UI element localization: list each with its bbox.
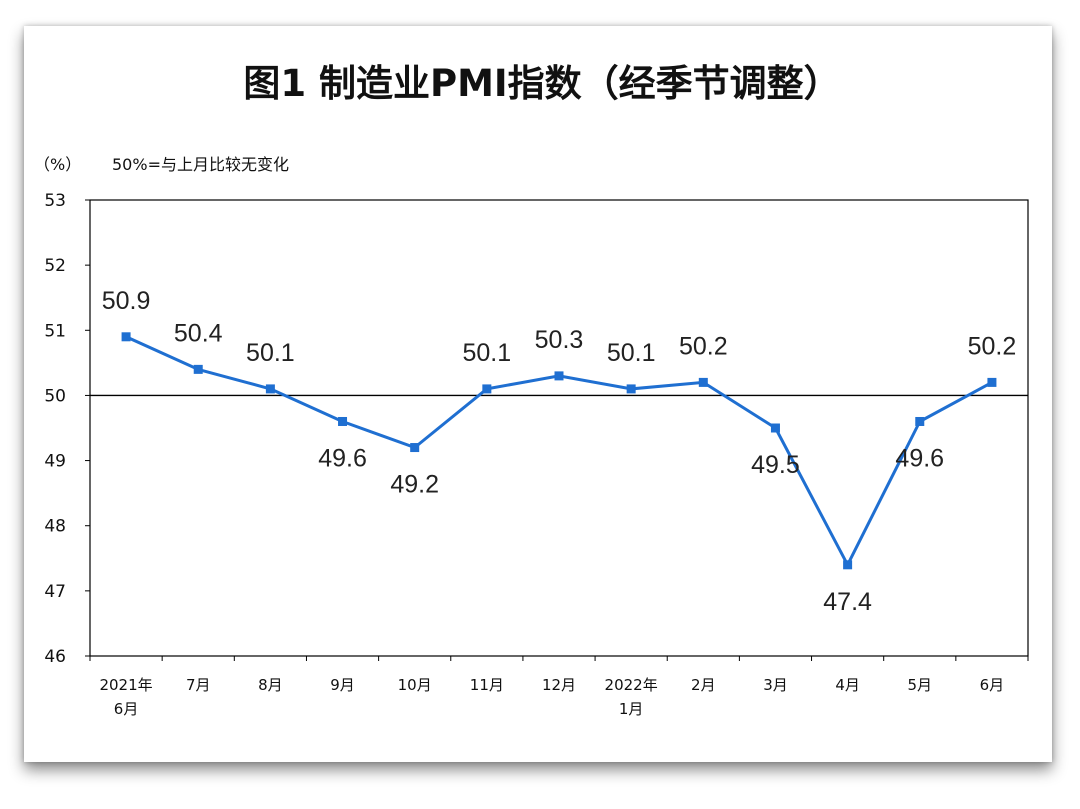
x-tick-label: 3月 [763, 676, 788, 694]
y-tick-label: 48 [44, 517, 66, 537]
pmi-line-chart: 图1 制造业PMI指数（经季节调整） （%） 50%=与上月比较无变化 46 47… [34, 62, 1029, 718]
x-tick-label: 2022年 [605, 676, 658, 694]
data-label: 49.5 [751, 451, 800, 479]
y-tick-label: 47 [44, 582, 66, 602]
data-point-marker [770, 423, 780, 433]
y-tick-label: 51 [44, 321, 66, 341]
data-point-marker [265, 384, 275, 394]
y-unit-label: （%） [34, 155, 81, 174]
x-tick-label: 5月 [907, 676, 932, 694]
x-tick-label: 8月 [258, 676, 283, 694]
y-tick-label: 52 [44, 256, 66, 276]
data-point-marker [121, 332, 131, 342]
x-tick-label: 11月 [470, 676, 504, 694]
data-point-marker [338, 416, 348, 426]
data-point-marker [987, 377, 997, 387]
data-label: 50.4 [174, 319, 223, 347]
data-label: 47.4 [823, 588, 872, 616]
data-point-marker [698, 377, 708, 387]
y-tick-label: 53 [44, 191, 66, 211]
x-tick-label: 12月 [542, 676, 576, 694]
data-point-marker [554, 371, 564, 381]
x-tick-label: 6月 [980, 676, 1005, 694]
data-point-marker [410, 443, 420, 453]
data-markers [121, 332, 997, 570]
data-label: 50.3 [535, 326, 584, 354]
x-axis-ticks: 2021年 6月 7月 8月 9月 10月 11月 12月 2022年 1月 2月 3月 4月 5月 6月 [89, 656, 1029, 718]
data-label: 50.1 [463, 339, 512, 367]
data-point-marker [193, 364, 203, 374]
reference-note: 50%=与上月比较无变化 [112, 155, 289, 174]
x-tick-label: 2021年 [99, 676, 152, 694]
x-tick-label: 4月 [835, 676, 860, 694]
plot-area [89, 199, 1029, 657]
data-label: 50.2 [679, 332, 728, 360]
data-label: 50.1 [607, 339, 656, 367]
x-tick-label: 7月 [186, 676, 211, 694]
data-point-marker [626, 384, 636, 394]
data-label: 49.6 [318, 444, 367, 472]
data-label: 49.6 [895, 444, 944, 472]
chart-frame: 图1 制造业PMI指数（经季节调整） （%） 50%=与上月比较无变化 46 47… [24, 26, 1052, 762]
data-label: 50.9 [102, 287, 151, 315]
x-tick-label: 10月 [398, 676, 432, 694]
data-point-marker [482, 384, 492, 394]
x-tick-label: 1月 [619, 700, 644, 718]
pmi-series-line [125, 335, 993, 567]
x-tick-label: 2月 [691, 676, 716, 694]
data-label: 50.1 [246, 339, 295, 367]
x-tick-label: 9月 [330, 676, 355, 694]
y-tick-label: 49 [44, 452, 66, 472]
data-point-marker [915, 416, 925, 426]
data-point-marker [843, 560, 853, 570]
y-tick-label: 50 [44, 386, 66, 406]
chart-title: 图1 制造业PMI指数（经季节调整） [243, 62, 840, 105]
data-label: 49.2 [390, 471, 439, 499]
y-tick-label: 46 [44, 647, 66, 667]
x-tick-label: 6月 [114, 700, 139, 718]
data-label: 50.2 [968, 332, 1017, 360]
y-axis-ticks: 46 47 48 49 50 51 52 53 [44, 191, 90, 667]
data-labels: 50.9 50.4 50.1 49.6 49.2 50.1 50.3 50.1 50.2 49.5… [102, 287, 1017, 616]
